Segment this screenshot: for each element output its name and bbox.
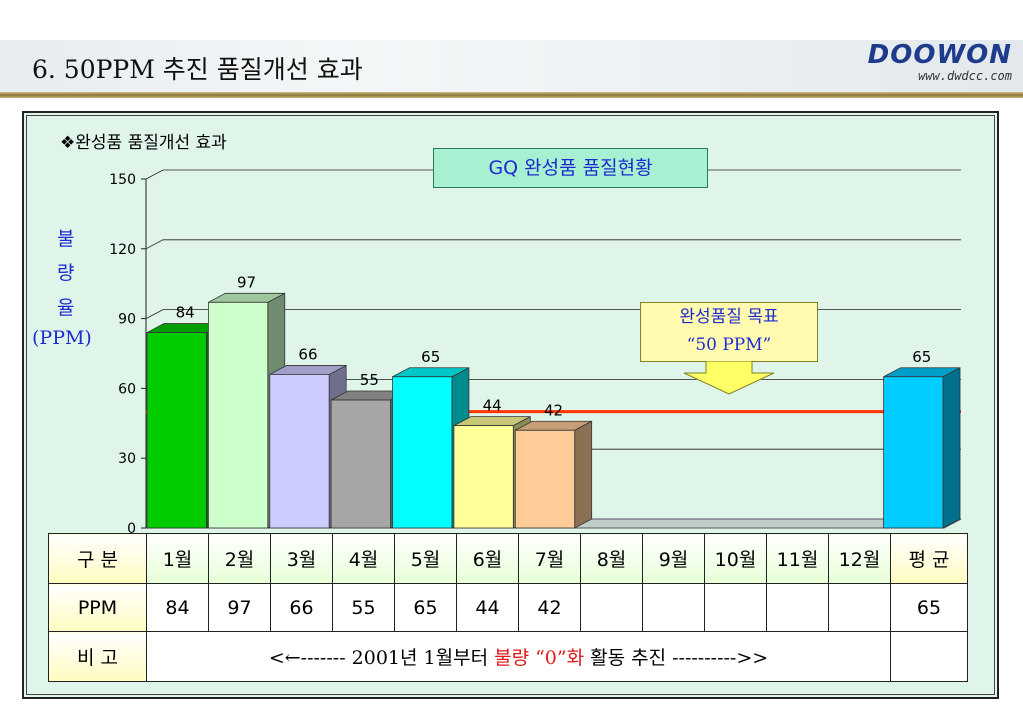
remarks-note: <←------- 2001년 1월부터 불량 “0”화 활동 추진 -----…	[146, 631, 891, 682]
ppm-cell	[828, 583, 891, 632]
bar-value-label: 84	[176, 304, 195, 322]
average-header-cell: 평 균	[890, 533, 968, 584]
bar	[392, 376, 453, 529]
ppm-cell	[704, 583, 767, 632]
bar	[453, 425, 514, 529]
y-axis-label-unit: (PPM)	[32, 327, 92, 349]
section-heading: ❖완성품 품질개선 효과	[60, 133, 227, 153]
y-tick-label: 30	[118, 451, 136, 467]
logo-wordmark: DOOWON	[867, 40, 1012, 70]
down-arrow-icon	[683, 361, 775, 395]
ppm-cell: 66	[270, 583, 333, 632]
logo-url: www.dwdcc.com	[918, 69, 1012, 83]
table-row-remarks: 비 고 <←------- 2001년 1월부터 불량 “0”화 활동 추진 -…	[48, 631, 968, 682]
month-cell: 9월	[642, 533, 705, 584]
month-cell: 6월	[456, 533, 519, 584]
table-row-ppm: PPM 84 97 66 55 65 44 42 65	[48, 583, 968, 632]
bar-value-label: 65	[912, 348, 931, 366]
target-callout-line-2: “50 PPM”	[686, 335, 772, 355]
y-axis-label-1: 불	[57, 228, 75, 250]
ppm-cell	[642, 583, 705, 632]
ppm-cell: 65	[394, 583, 457, 632]
bar	[146, 332, 207, 529]
month-cell: 12월	[828, 533, 891, 584]
ppm-cell	[580, 583, 643, 632]
remarks-note-post: 활동 추진 ---------->>	[584, 647, 769, 669]
ppm-cell	[766, 583, 829, 632]
remarks-note-highlight: 불량 “0”화	[494, 647, 585, 669]
y-tick-label: 60	[118, 381, 136, 397]
bar	[269, 374, 330, 529]
bar-value-label: 97	[237, 273, 256, 291]
row-label-ppm: PPM	[48, 583, 147, 632]
month-cell: 11월	[766, 533, 829, 584]
chart-title: GQ 완성품 품질현황	[433, 148, 708, 188]
company-logo: DOOWON www.dwdcc.com	[858, 40, 1016, 86]
gridline	[145, 239, 961, 250]
target-callout: 완성품질 목표 “50 PPM”	[640, 302, 818, 362]
row-label-remarks: 비 고	[48, 631, 147, 682]
remarks-note-pre: <←------- 2001년 1월부터	[268, 647, 495, 669]
page-title: 6. 50PPM 추진 품질개선 효과	[32, 55, 363, 84]
month-cell: 1월	[146, 533, 209, 584]
month-cell: 4월	[332, 533, 395, 584]
ppm-cell: 84	[146, 583, 209, 632]
bar-value-label: 55	[360, 371, 379, 389]
ppm-cell: 97	[208, 583, 271, 632]
header-divider	[0, 92, 1023, 98]
table-row-header: 구 분 1월 2월 3월 4월 5월 6월 7월 8월 9월 10월 11월 1…	[48, 533, 968, 584]
bar-value-label: 44	[483, 397, 502, 415]
ppm-cell: 55	[332, 583, 395, 632]
month-cell: 3월	[270, 533, 333, 584]
slide-header	[0, 40, 1023, 92]
remarks-average-cell	[890, 631, 968, 682]
bar-value-label: 65	[421, 348, 440, 366]
y-axis-label-2: 량	[57, 262, 75, 284]
month-cell: 10월	[704, 533, 767, 584]
bar-value-label: 66	[298, 345, 317, 363]
month-cell: 2월	[208, 533, 271, 584]
row-label-category: 구 분	[48, 533, 147, 584]
y-tick-label: 90	[118, 312, 136, 328]
content-frame-inner	[26, 115, 995, 695]
data-table: 구 분 1월 2월 3월 4월 5월 6월 7월 8월 9월 10월 11월 1…	[48, 533, 968, 682]
bar-side	[942, 367, 961, 529]
month-cell: 7월	[518, 533, 581, 584]
y-tick-label: 120	[109, 242, 136, 258]
bar	[883, 376, 944, 529]
bar	[207, 301, 269, 529]
month-cell: 5월	[394, 533, 457, 584]
ppm-cell: 42	[518, 583, 581, 632]
target-callout-line-1: 완성품질 목표	[679, 307, 779, 327]
y-tick-label: 0	[127, 521, 136, 537]
bar-value-label: 42	[544, 401, 563, 419]
ppm-average-cell: 65	[890, 583, 968, 632]
month-cell: 8월	[580, 533, 643, 584]
ppm-cell: 44	[456, 583, 519, 632]
y-tick-label: 150	[109, 172, 136, 188]
bar	[330, 399, 391, 529]
y-axis-label-3: 율	[57, 297, 75, 319]
bar-side	[574, 420, 593, 529]
bar	[514, 429, 576, 529]
